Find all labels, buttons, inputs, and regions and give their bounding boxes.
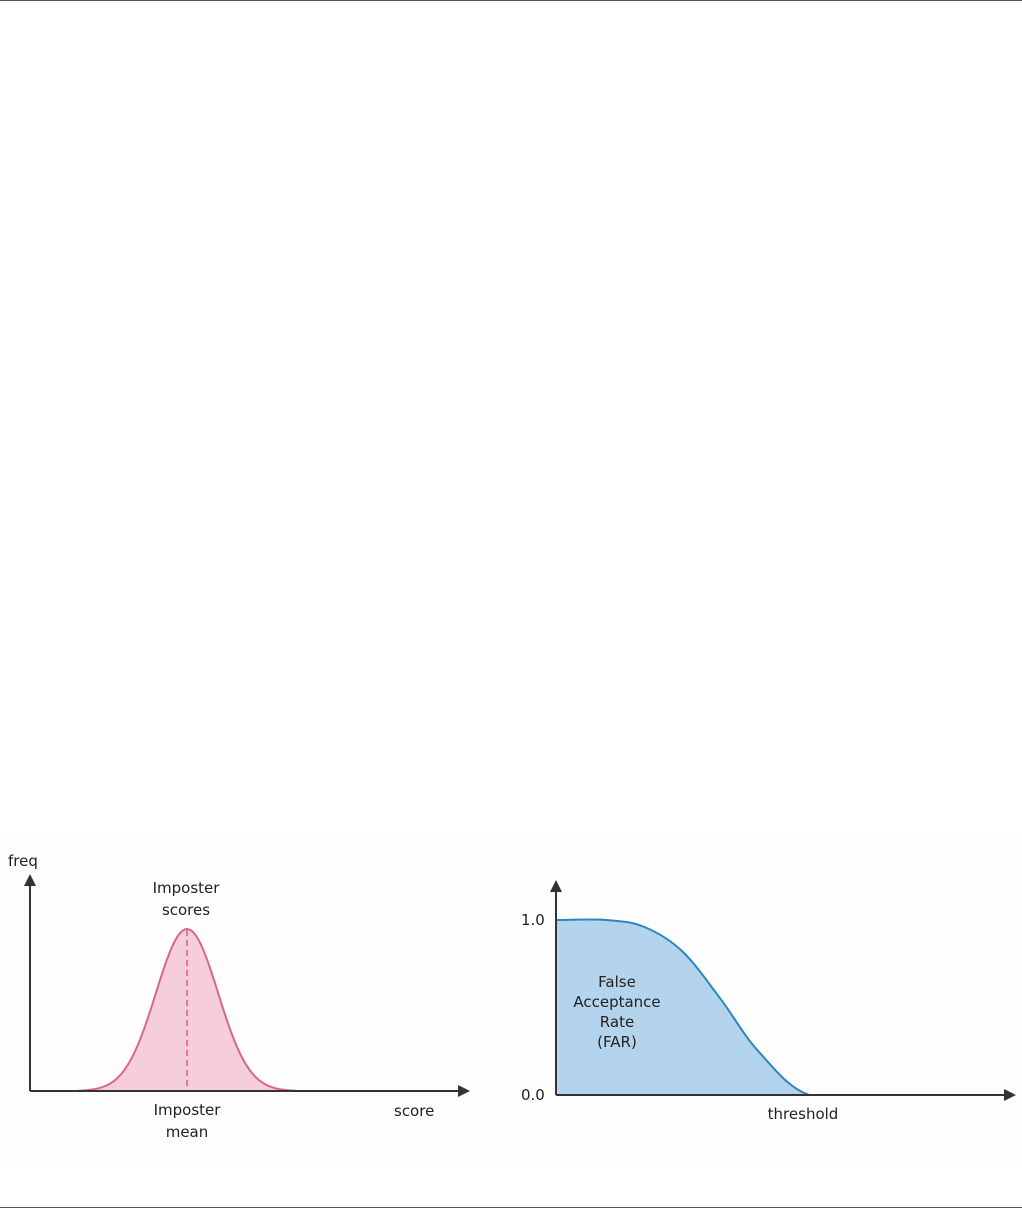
far-curve: [555, 918, 810, 1096]
imposter-chart: freq score Imposter scores Imposter mean: [8, 852, 470, 1141]
x-axis-label: score: [394, 1102, 434, 1120]
top-rule: [0, 0, 1022, 1]
far-label-line4: (FAR): [597, 1033, 637, 1051]
threshold-axis-label: threshold: [768, 1105, 839, 1123]
imposter-curve: [77, 928, 297, 1092]
curve-label-line1: Imposter: [153, 879, 221, 897]
ytick-0-0: 0.0: [521, 1086, 545, 1104]
bottom-rule: [0, 1207, 1022, 1208]
far-area: [556, 919, 809, 1095]
far-chart: 1.0 0.0 threshold False Acceptance Rate …: [521, 880, 1016, 1123]
curve-label-line2: scores: [162, 901, 210, 919]
mean-label-line1: Imposter: [154, 1101, 222, 1119]
mean-label-line2: mean: [166, 1123, 209, 1141]
far-label-line3: Rate: [600, 1013, 634, 1031]
ytick-1-0: 1.0: [521, 911, 545, 929]
far-label-line2: Acceptance: [573, 993, 660, 1011]
y-axis-label: freq: [8, 852, 38, 870]
far-label-line1: False: [598, 973, 636, 991]
